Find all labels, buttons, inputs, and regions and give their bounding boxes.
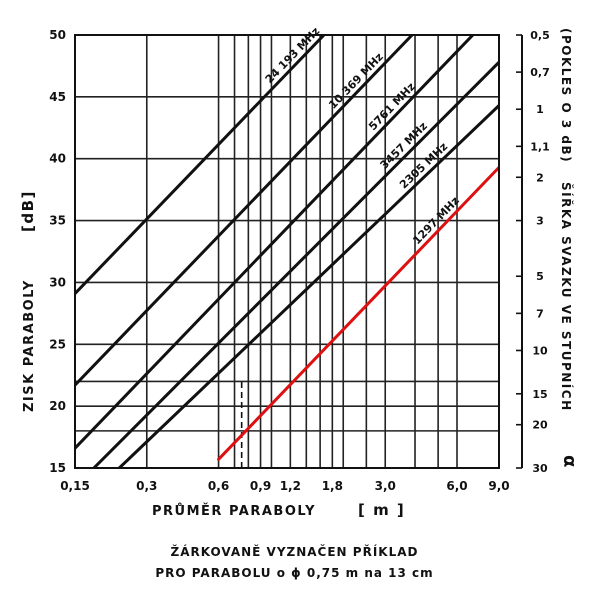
y-tick-label: 25 [49, 337, 66, 351]
x-axis-title: PRŮMĚR PARABOLY [152, 503, 316, 519]
y-tick-label: 40 [49, 152, 66, 166]
y-tick-labels: 15 20 25 30 35 40 45 50 [49, 28, 66, 475]
x-tick-label: 1,2 [280, 479, 301, 493]
y-axis-title: ZISK PARABOLY [22, 279, 37, 412]
y2-tick-label: 5 [536, 270, 544, 283]
y2-tick-label: 10 [532, 344, 548, 357]
x-tick-label: 0,15 [60, 479, 90, 493]
series-label: 10 369 MHz [326, 50, 386, 111]
y-tick-label: 20 [49, 399, 66, 413]
y-tick-label: 30 [49, 275, 66, 289]
y-tick-label: 50 [49, 28, 66, 42]
series-line [217, 165, 499, 461]
x-tick-label: 0,3 [136, 479, 157, 493]
y2-axis-note: (POKLES O 3 dB) [559, 28, 573, 163]
series-line [117, 104, 499, 468]
series-line [75, 35, 415, 387]
y2-axis-symbol: α [559, 455, 580, 469]
y2-tick-label: 1,1 [530, 140, 550, 153]
y2-tick-label: 3 [536, 215, 544, 228]
y2-tick-label: 0,7 [530, 66, 550, 79]
y2-tick-label: 2 [536, 171, 544, 184]
series-label: 5761 MHz [366, 80, 418, 133]
y2-tick-label: 15 [532, 388, 547, 401]
x-tick-label: 3,0 [375, 479, 396, 493]
y2-tick-label: 7 [536, 307, 544, 320]
x-tick-label: 9,0 [488, 479, 509, 493]
x-tick-label: 1,8 [322, 479, 343, 493]
y2-tick-label: 1 [536, 103, 544, 116]
series-line [75, 35, 327, 296]
series-lines [75, 35, 499, 468]
right-axis: 0,5 0,7 1 1,1 2 3 5 7 10 15 20 30 [516, 29, 550, 475]
x-tick-labels: 0,15 0,3 0,6 0,9 1,2 1,8 3,0 6,0 9,0 [60, 479, 509, 493]
footnote-line-2: PRO PARABOLU o ϕ 0,75 m na 13 cm [155, 566, 434, 580]
y2-axis-title: ŠÍŘKA SVAZKU VE STUPNÍCH [559, 182, 574, 412]
y2-tick-label: 0,5 [530, 29, 550, 42]
x-axis-unit: [ m ] [358, 501, 405, 519]
grid [74, 34, 500, 469]
y2-tick-label: 30 [532, 462, 548, 475]
y-tick-label: 45 [49, 90, 66, 104]
y-tick-label: 35 [49, 214, 66, 228]
series-line [92, 60, 499, 468]
x-tick-label: 0,9 [250, 479, 271, 493]
plot-frame [74, 34, 500, 469]
footnote-line-1: ŽÁRKOVANĚ VYZNAČEN PŘÍKLAD [170, 545, 419, 559]
x-tick-label: 6,0 [446, 479, 467, 493]
y-tick-label: 15 [49, 461, 66, 475]
series-line [75, 35, 475, 450]
y2-tick-label: 20 [532, 419, 548, 432]
x-tick-label: 0,6 [208, 479, 229, 493]
y-axis-unit: [dB] [19, 190, 37, 232]
